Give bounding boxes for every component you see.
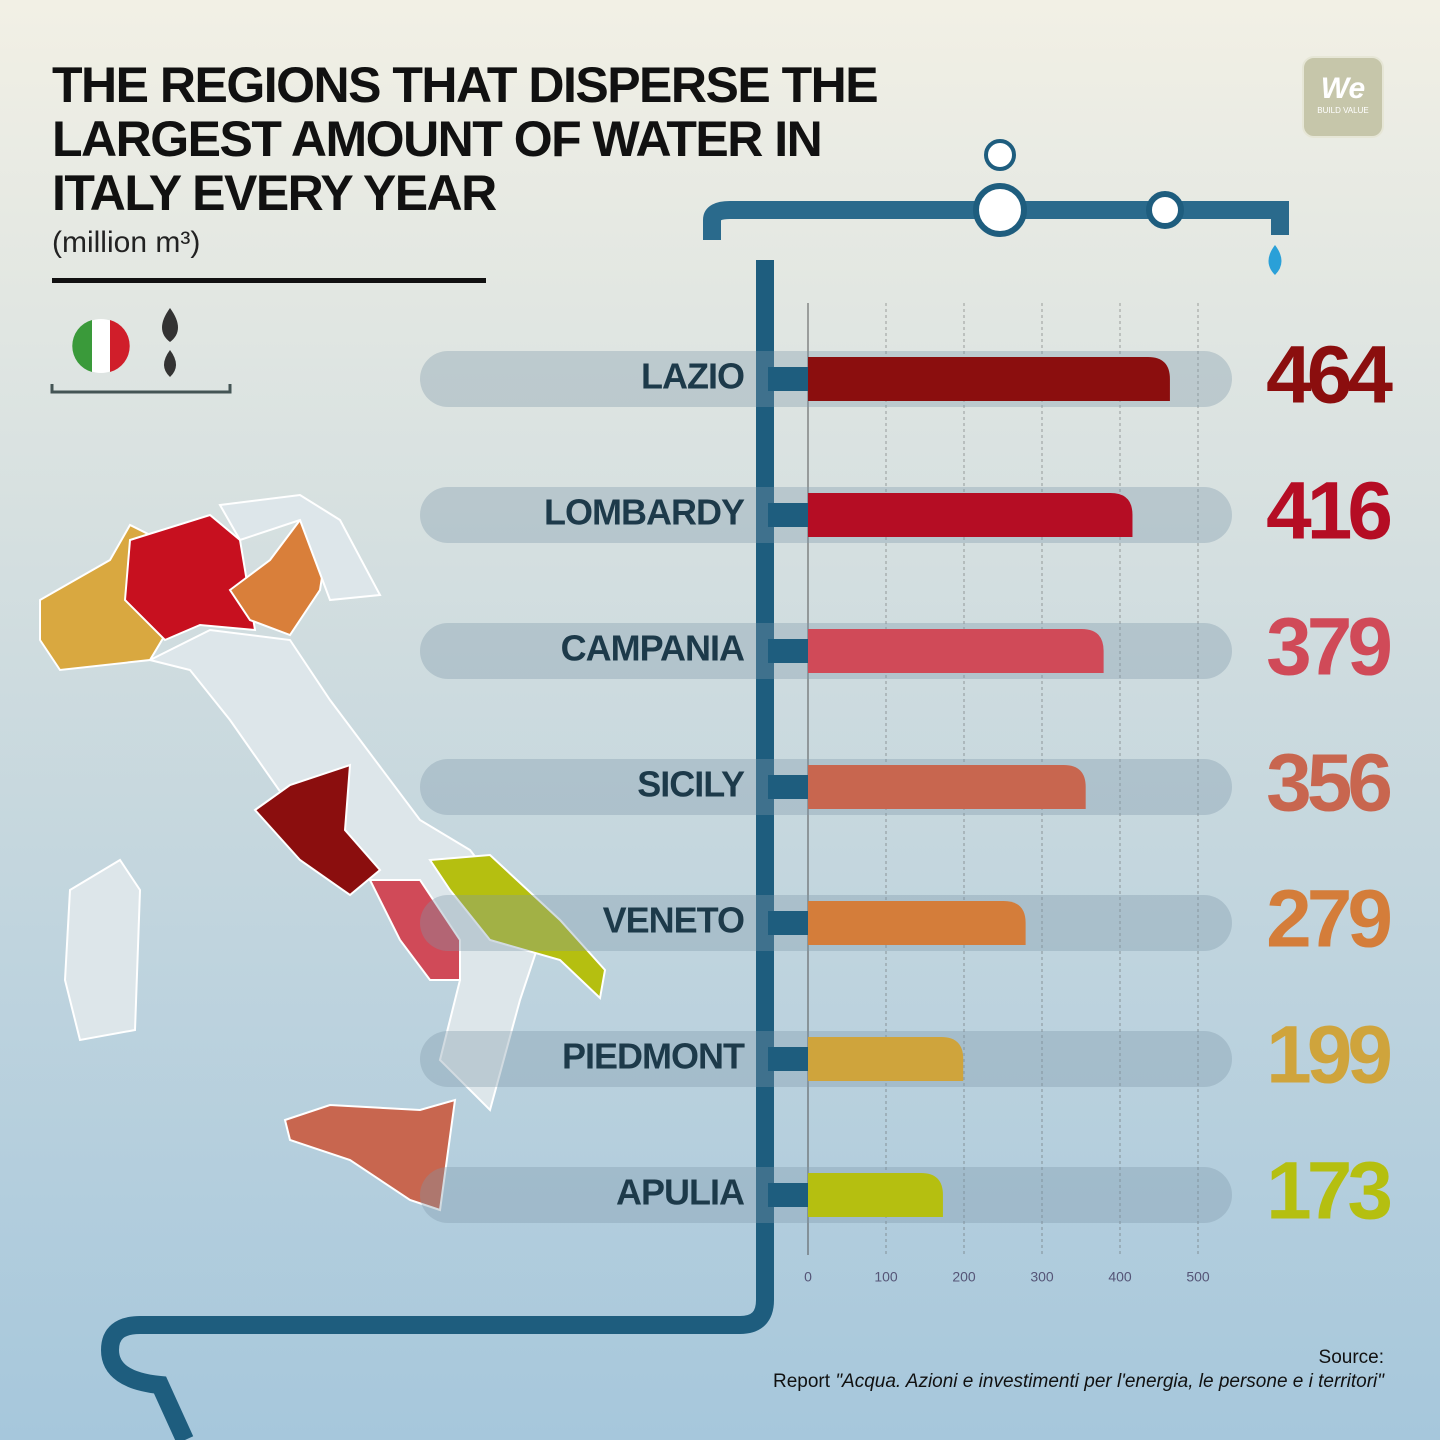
bar: [808, 357, 1170, 401]
source: Source: Report "Acqua. Azioni e investim…: [773, 1346, 1384, 1394]
source-title: "Acqua. Azioni e investimenti per l'ener…: [835, 1371, 1384, 1392]
value-label: 199: [1266, 1010, 1390, 1101]
pipes: [100, 201, 1289, 1440]
bar: [808, 765, 1086, 809]
subtitle: (million m³): [52, 226, 201, 259]
bar: [808, 1173, 943, 1217]
logo-tagline: BUILD VALUE: [1317, 106, 1369, 115]
valve: [973, 183, 1027, 237]
connector: [768, 367, 808, 391]
source-prefix: Report: [773, 1371, 836, 1392]
x-tick-label: 200: [952, 1269, 976, 1285]
drop-icon: [162, 308, 178, 342]
rule: [52, 278, 486, 283]
connector: [768, 639, 808, 663]
value-label: 416: [1266, 466, 1390, 557]
plot: 0 100 200 300 400 500 LAZIO 464 LOMBARDY 416 CAMPA…: [420, 303, 1398, 1285]
drop: [1268, 245, 1282, 275]
category-label: APULIA: [616, 1172, 745, 1213]
title: THE REGIONS THAT DISPERSE THE LARGEST AM…: [52, 57, 879, 221]
x-tick-label: 0: [804, 1269, 812, 1285]
legend-bracket: [50, 384, 232, 394]
category-label: CAMPANIA: [561, 628, 745, 669]
source-label: Source:: [1318, 1347, 1384, 1368]
drop-icon: [164, 350, 176, 377]
logo: We BUILD VALUE: [1302, 56, 1384, 138]
category-label: SICILY: [637, 764, 745, 805]
value-label: 379: [1266, 602, 1390, 693]
connector: [768, 911, 808, 935]
x-tick-label: 500: [1186, 1269, 1210, 1285]
category-label: PIEDMONT: [562, 1036, 745, 1077]
value-label: 356: [1266, 738, 1390, 829]
flag: [110, 320, 130, 372]
connector: [768, 503, 808, 527]
connector: [768, 1047, 808, 1071]
map: [39, 493, 607, 1212]
value-label: 279: [1266, 874, 1390, 965]
bar: [808, 901, 1026, 945]
value-label: 464: [1266, 330, 1393, 421]
connector: [768, 775, 808, 799]
category-label: VENETO: [603, 900, 744, 941]
x-tick-label: 300: [1030, 1269, 1054, 1285]
connector: [768, 1183, 808, 1207]
category-label: LAZIO: [641, 356, 744, 397]
x-tick-label: 100: [874, 1269, 898, 1285]
category-label: LOMBARDY: [544, 492, 745, 533]
gauge: [984, 139, 1016, 171]
flag: [72, 320, 92, 372]
source-text: Report "Acqua. Azioni e investimenti per…: [773, 1370, 1384, 1394]
bar: [808, 1037, 964, 1081]
value-label: 173: [1266, 1146, 1390, 1237]
bar: [808, 629, 1104, 673]
bar: [808, 493, 1133, 537]
x-tick-label: 400: [1108, 1269, 1132, 1285]
logo-mark: We: [1320, 72, 1366, 105]
valve: [1146, 191, 1184, 229]
